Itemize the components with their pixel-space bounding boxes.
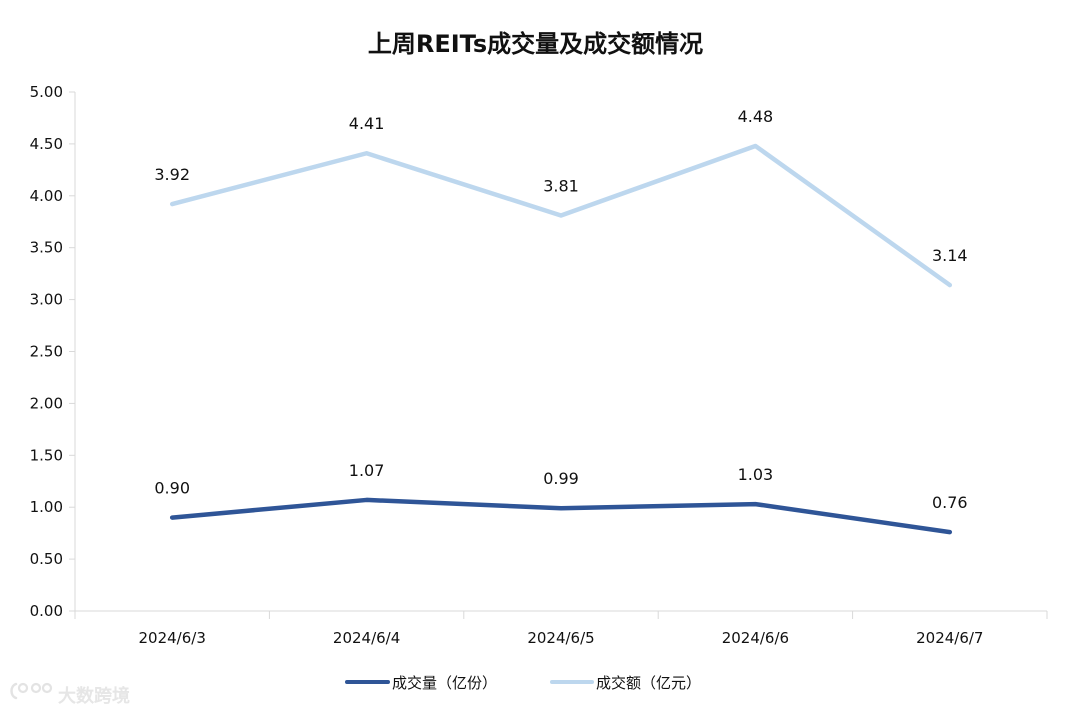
x-axis-ticks: 2024/6/3 2024/6/4 2024/6/5 2024/6/6 2024/6/7 [74, 611, 1048, 647]
chart-title: 上周REITs成交量及成交额情况 [368, 30, 703, 58]
data-label-volume: 0.76 [932, 493, 968, 512]
data-labels: 0.90 1.07 0.99 1.03 0.76 3.92 4.41 3.81 4.48 3.14 [154, 107, 967, 512]
y-tick-label: 2.00 [30, 394, 63, 412]
y-tick-label: 1.50 [30, 446, 63, 464]
data-label-amount: 3.81 [543, 177, 579, 196]
x-tick-label: 2024/6/6 [722, 629, 789, 647]
x-tick-label: 2024/6/5 [527, 629, 594, 647]
legend-item-volume[interactable]: 成交量（亿份） [345, 674, 497, 692]
y-tick-label: 3.00 [30, 291, 63, 309]
y-tick-label: 5.00 [30, 83, 63, 101]
legend-label-volume: 成交量（亿份） [392, 674, 497, 692]
data-label-amount: 3.92 [154, 165, 190, 184]
y-tick-label: 0.50 [30, 550, 63, 568]
y-tick-label: 2.50 [30, 343, 63, 361]
legend: 成交量（亿份） 成交额（亿元） [345, 674, 701, 692]
y-axis-ticks: 0.00 0.50 1.00 1.50 2.00 2.50 3.00 3.50 4.00 4.50… [30, 83, 75, 620]
x-tick-label: 2024/6/3 [139, 629, 206, 647]
y-tick-label: 4.00 [30, 187, 63, 205]
y-tick-label: 4.50 [30, 135, 63, 153]
watermark: 大数跨境 [10, 682, 130, 707]
data-label-amount: 4.48 [738, 107, 774, 126]
data-label-amount: 3.14 [932, 246, 968, 265]
data-label-volume: 1.03 [738, 465, 774, 484]
series-line-volume [169, 497, 953, 535]
x-tick-label: 2024/6/7 [916, 629, 983, 647]
watermark-logo-icon [10, 682, 53, 700]
y-tick-label: 3.50 [30, 239, 63, 257]
axes [74, 92, 1047, 612]
x-tick-label: 2024/6/4 [333, 629, 400, 647]
legend-label-amount: 成交额（亿元） [596, 674, 701, 692]
watermark-text: 大数跨境 [58, 685, 130, 707]
y-tick-label: 1.00 [30, 498, 63, 516]
data-label-volume: 0.99 [543, 469, 579, 488]
series-layer [169, 143, 953, 535]
y-tick-label: 0.00 [30, 602, 63, 620]
data-label-amount: 4.41 [349, 114, 385, 133]
legend-item-amount[interactable]: 成交额（亿元） [550, 674, 701, 692]
data-label-volume: 1.07 [349, 461, 385, 480]
data-label-volume: 0.90 [154, 479, 190, 498]
